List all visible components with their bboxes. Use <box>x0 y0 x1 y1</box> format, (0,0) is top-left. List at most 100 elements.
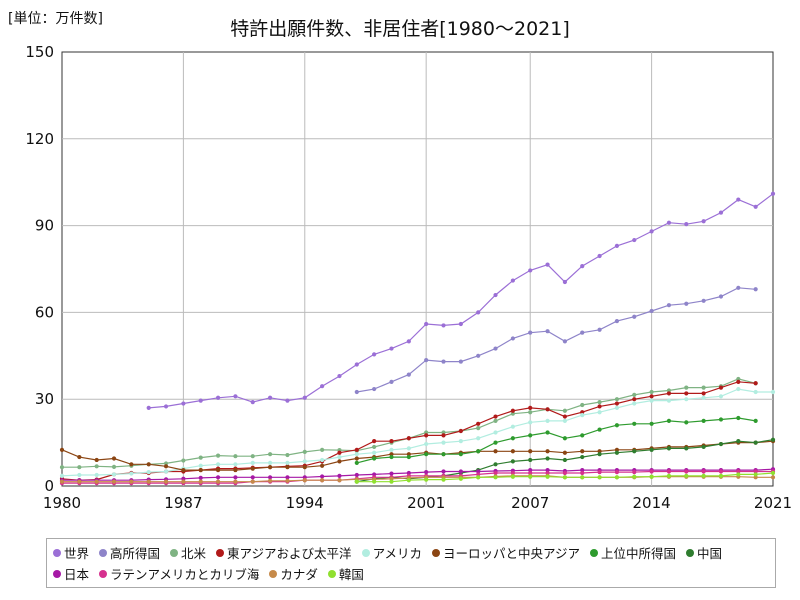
data-point <box>510 336 515 341</box>
data-point <box>389 452 394 457</box>
data-point <box>614 318 620 324</box>
data-point <box>666 220 672 225</box>
data-point <box>146 405 151 410</box>
data-point <box>562 457 568 463</box>
data-point <box>493 418 498 423</box>
data-point <box>493 414 498 419</box>
legend-item: ラテンアメリカとカリブ海 <box>99 564 259 583</box>
data-point <box>337 459 342 464</box>
data-point <box>389 476 394 481</box>
data-point <box>528 467 533 473</box>
data-point <box>562 418 568 423</box>
data-point <box>424 452 429 457</box>
data-point <box>701 418 706 423</box>
data-point <box>458 439 463 444</box>
data-point <box>493 292 498 298</box>
data-point <box>233 479 238 484</box>
data-point <box>510 474 515 479</box>
data-point <box>59 473 65 478</box>
data-point <box>528 457 533 463</box>
data-point <box>354 472 359 478</box>
legend-row: 日本 ラテンアメリカとカリブ海 カナダ 韓国 <box>53 563 769 584</box>
data-point <box>718 417 724 422</box>
data-point <box>215 395 221 400</box>
data-point <box>510 449 515 454</box>
data-point <box>649 308 654 314</box>
data-point <box>666 303 672 308</box>
data-point <box>580 413 585 418</box>
data-point <box>458 452 463 457</box>
data-point <box>198 463 203 468</box>
data-point <box>476 469 481 474</box>
data-point <box>441 452 446 457</box>
data-point <box>372 450 377 455</box>
data-point <box>510 408 515 413</box>
data-point <box>267 452 273 457</box>
data-point <box>684 391 689 396</box>
data-point <box>441 469 446 474</box>
data-point <box>285 478 290 483</box>
data-point <box>528 268 533 273</box>
legend-label: 韓国 <box>338 567 364 582</box>
data-point <box>77 454 82 460</box>
data-point <box>736 469 741 474</box>
data-point <box>250 466 255 471</box>
data-point <box>406 436 411 441</box>
data-point <box>510 424 515 429</box>
data-point <box>198 455 203 460</box>
data-point <box>267 478 273 483</box>
data-point <box>684 473 689 478</box>
data-point <box>684 385 689 390</box>
data-point <box>649 447 654 452</box>
data-point <box>753 475 758 480</box>
data-point <box>580 470 585 476</box>
data-point <box>181 401 186 406</box>
data-point <box>614 447 620 452</box>
data-point <box>736 472 741 477</box>
data-point <box>770 437 776 442</box>
data-point <box>545 470 550 476</box>
data-point <box>476 472 481 477</box>
data-point <box>562 436 568 441</box>
data-point <box>267 465 273 470</box>
data-point <box>649 469 654 474</box>
data-point <box>666 388 672 393</box>
data-point <box>215 475 221 480</box>
data-point <box>354 389 359 395</box>
data-point <box>597 399 602 405</box>
data-point <box>580 454 585 460</box>
data-point <box>632 474 637 479</box>
y-tick-label: 60 <box>35 303 54 321</box>
data-point <box>736 285 741 290</box>
data-point <box>649 474 654 479</box>
legend-item: 北米 <box>170 543 206 562</box>
data-point <box>198 398 203 403</box>
data-point <box>666 391 672 396</box>
data-point <box>545 467 550 473</box>
data-point <box>163 404 169 409</box>
legend-marker <box>170 548 179 557</box>
data-point <box>545 456 550 461</box>
data-point <box>267 460 273 465</box>
data-point <box>320 474 325 479</box>
data-point <box>632 397 637 402</box>
data-point <box>580 410 585 415</box>
data-point <box>718 210 724 215</box>
data-point <box>389 379 394 384</box>
data-point <box>233 454 238 459</box>
data-point <box>94 457 99 463</box>
data-point <box>372 386 377 392</box>
legend-item: 韓国 <box>327 564 364 583</box>
data-point <box>753 389 758 395</box>
x-tick-label: 1994 <box>286 494 324 512</box>
data-point <box>562 414 568 419</box>
data-point <box>389 439 394 444</box>
data-point <box>632 392 637 397</box>
data-point <box>320 457 325 463</box>
data-point <box>493 440 498 445</box>
data-point <box>614 405 620 410</box>
data-point <box>597 253 602 259</box>
data-point <box>198 475 203 480</box>
legend-item: ヨーロッパと中央アジア <box>431 543 580 562</box>
data-point <box>389 471 394 476</box>
